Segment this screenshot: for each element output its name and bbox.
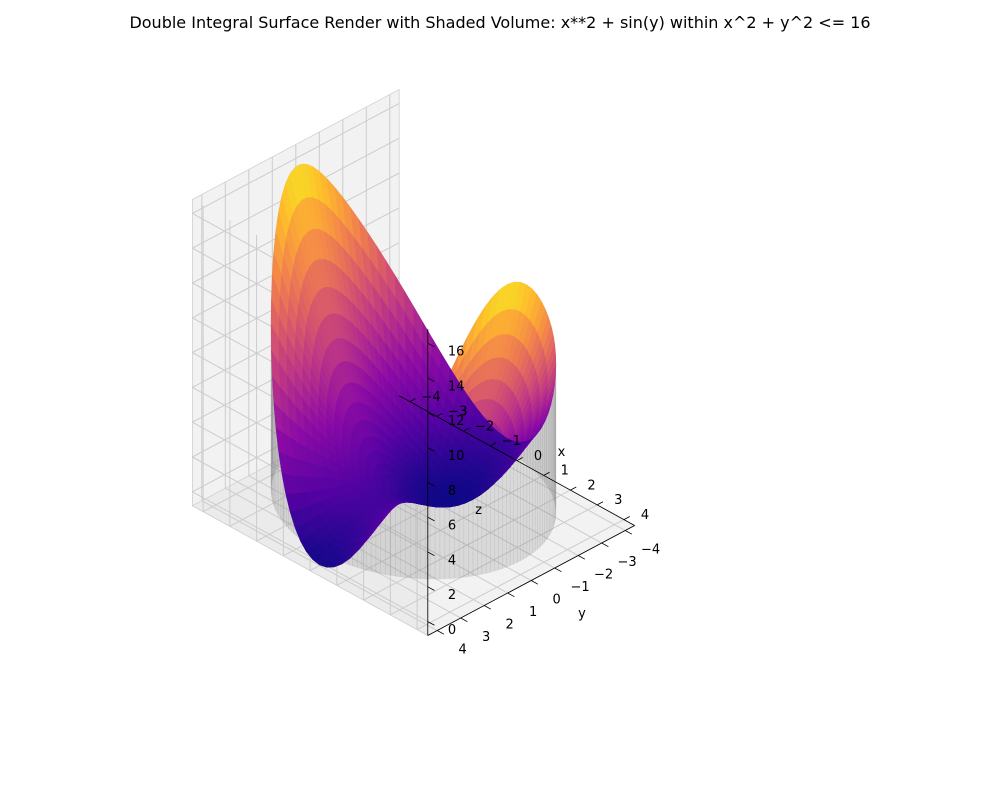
- x-tick: [596, 501, 604, 506]
- y-tick: [578, 555, 586, 560]
- z-tick-label: 8: [448, 484, 456, 499]
- y-tick-label: 4: [458, 642, 466, 657]
- z-tick: [427, 482, 435, 487]
- y-tick: [625, 530, 633, 535]
- x-tick: [623, 516, 630, 520]
- z-tick-label: 16: [448, 345, 465, 360]
- surface: [270, 163, 557, 568]
- x-tick: [489, 442, 497, 447]
- y-tick-label: 0: [552, 592, 560, 607]
- y-tick-label: −4: [641, 542, 660, 557]
- x-tick-label: 2: [587, 478, 595, 493]
- axes: −4−3−2−101234x−4−3−2−101234y024681012141…: [399, 329, 660, 657]
- x-tick: [409, 398, 416, 402]
- y-tick-label: 3: [482, 630, 490, 645]
- y-tick: [531, 580, 539, 585]
- y-axis-line: [427, 525, 635, 636]
- z-tick: [427, 516, 435, 522]
- z-tick: [427, 586, 435, 591]
- z-tick: [427, 447, 435, 452]
- y-tick-label: −1: [571, 580, 590, 595]
- z-tick: [427, 377, 435, 383]
- y-tick: [460, 617, 468, 623]
- y-tick-label: −3: [618, 555, 637, 570]
- y-tick: [507, 592, 515, 598]
- y-tick-label: 2: [505, 617, 513, 632]
- z-tick: [427, 412, 435, 417]
- z-tick-label: 6: [448, 519, 456, 534]
- grid-line-z: [192, 102, 400, 214]
- x-tick-label: −2: [475, 419, 494, 434]
- z-tick-label: 14: [448, 379, 465, 394]
- z-tick: [427, 621, 435, 626]
- z-tick-label: 10: [448, 449, 465, 464]
- x-tick: [570, 486, 577, 491]
- x-tick-label: 3: [614, 493, 622, 508]
- x-tick-label: 4: [641, 508, 649, 523]
- y-tick-label: 1: [529, 605, 537, 620]
- y-tick: [484, 605, 492, 610]
- x-tick: [516, 457, 523, 461]
- z-tick-label: 12: [448, 414, 465, 429]
- z-tick-label: 2: [448, 588, 456, 603]
- chart-title: Double Integral Surface Render with Shad…: [129, 13, 871, 32]
- z-tick-label: 4: [448, 553, 456, 568]
- x-tick-label: 1: [561, 464, 569, 479]
- z-tick: [427, 342, 435, 348]
- x-tick-label: 0: [534, 449, 542, 464]
- surface-patch: [540, 403, 552, 425]
- x-axis-label: x: [558, 445, 566, 460]
- y-tick: [601, 542, 609, 548]
- grid-line-y: [201, 500, 438, 631]
- x-tick-label: −1: [502, 434, 521, 449]
- z-tick-label: 0: [448, 623, 456, 638]
- y-tick: [437, 630, 445, 635]
- z-tick: [427, 551, 435, 557]
- y-tick-label: −2: [594, 567, 613, 582]
- y-tick: [554, 567, 562, 573]
- x-tick-label: −3: [448, 405, 467, 420]
- x-tick: [436, 412, 443, 417]
- x-tick: [463, 427, 470, 432]
- z-axis-label: z: [475, 503, 482, 518]
- x-tick-label: −4: [422, 390, 441, 405]
- y-axis-label: y: [578, 606, 586, 621]
- x-tick: [543, 471, 550, 476]
